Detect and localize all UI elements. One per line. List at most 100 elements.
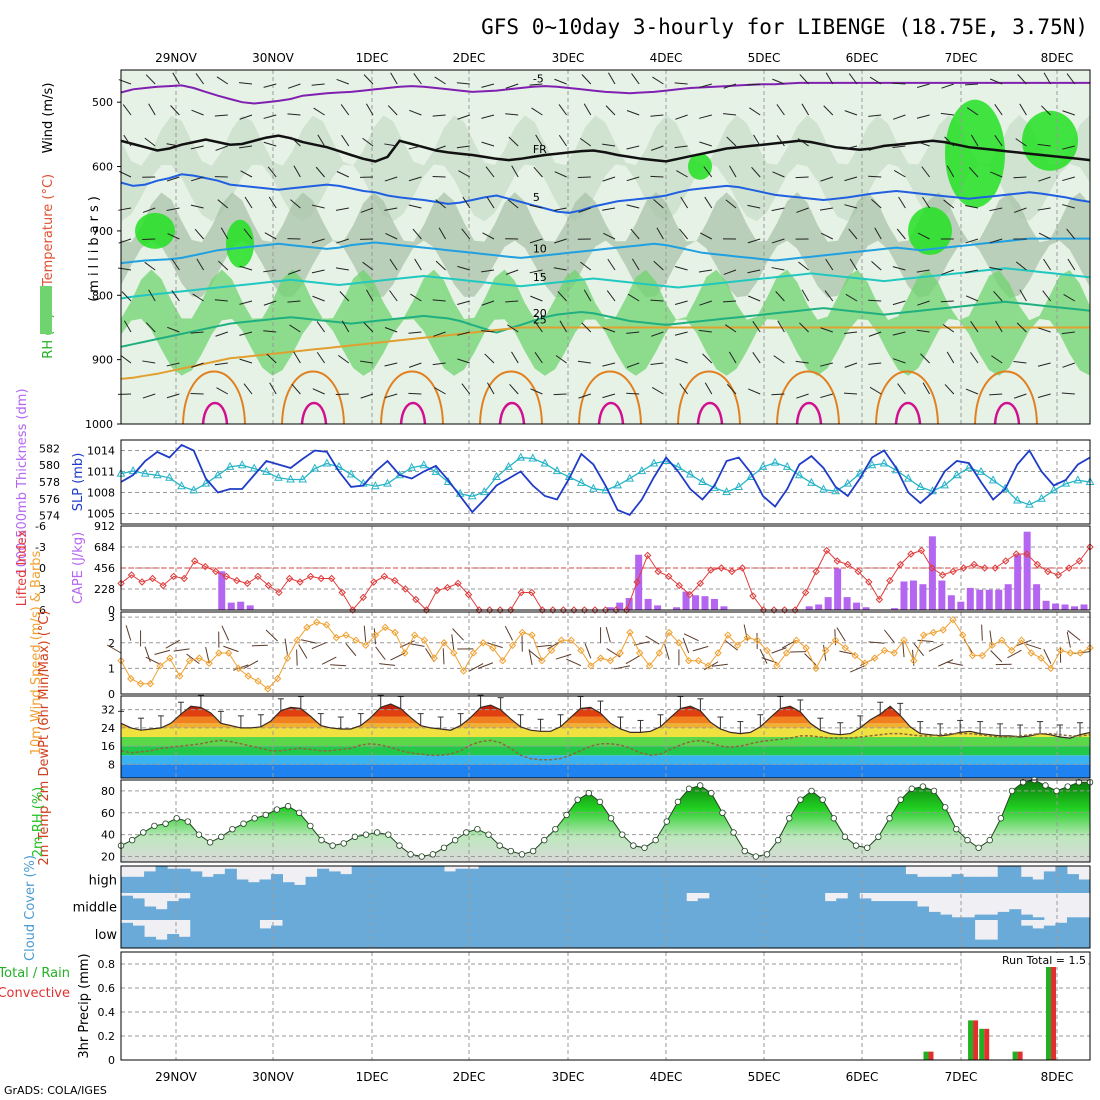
rh-point bbox=[630, 842, 637, 849]
lifted-index-point bbox=[528, 588, 536, 597]
wind-barb bbox=[630, 228, 640, 240]
cloud-cell bbox=[974, 914, 987, 920]
lifted-index-point bbox=[517, 588, 525, 597]
wind-barb bbox=[1062, 362, 1075, 368]
wind-barb bbox=[578, 393, 591, 399]
wind-barb bbox=[825, 258, 834, 271]
lifted-index-point bbox=[865, 578, 873, 586]
cloud-cell bbox=[178, 868, 191, 893]
lifted-index-point bbox=[412, 595, 420, 604]
wind-barb bbox=[700, 232, 713, 240]
wind-barb bbox=[451, 634, 455, 651]
cloud-cell bbox=[1066, 920, 1079, 948]
cloud-cell bbox=[547, 866, 560, 893]
temp-band bbox=[121, 709, 1090, 717]
wind-barb bbox=[554, 78, 567, 85]
wind-barb bbox=[408, 362, 422, 368]
lifted-index-point bbox=[201, 562, 209, 571]
cloud-cell bbox=[651, 866, 664, 893]
wind-barb bbox=[218, 260, 229, 271]
y-right-tick-label: 684 bbox=[94, 541, 115, 554]
lifted-index-point bbox=[391, 576, 399, 585]
cape-lifted-index-panel: 0 228 456 684 912 -6 -3 0 3 6 Lifted Index CAPE (J/… bbox=[15, 520, 1094, 617]
wind-barb bbox=[360, 360, 374, 364]
wind-speed-point bbox=[577, 646, 585, 655]
cloud-cell bbox=[963, 917, 976, 920]
wind-barb bbox=[989, 238, 1003, 244]
wind-barb bbox=[676, 170, 688, 178]
cloud-cell bbox=[755, 920, 768, 948]
wind-barb bbox=[390, 72, 398, 85]
wind-barb bbox=[844, 204, 858, 209]
wind-barb bbox=[337, 354, 350, 364]
wind-barb bbox=[965, 269, 979, 274]
rh-point bbox=[741, 847, 748, 855]
wind-barb bbox=[452, 628, 464, 641]
cloud-cell bbox=[974, 876, 987, 893]
cloud-cell bbox=[870, 920, 883, 948]
cloud-cell bbox=[513, 866, 526, 893]
wind-speed-point bbox=[890, 649, 898, 657]
wind-speed-point bbox=[136, 680, 145, 688]
wind-barb bbox=[558, 134, 568, 147]
wind-barb bbox=[650, 175, 664, 178]
cloud-cell bbox=[767, 866, 780, 893]
wind-barb bbox=[1037, 143, 1051, 147]
wind-barb bbox=[269, 382, 277, 395]
cloud-cell bbox=[836, 866, 849, 893]
wind-speed-point bbox=[205, 659, 213, 667]
cloud-cell bbox=[674, 866, 687, 893]
rh-point bbox=[463, 829, 470, 836]
lifted-index-point bbox=[717, 564, 726, 572]
wind-barb bbox=[487, 382, 495, 395]
wind-barb bbox=[824, 290, 834, 302]
cloud-cell bbox=[201, 876, 214, 893]
wind-barb bbox=[311, 641, 327, 650]
cloud-cell bbox=[905, 901, 918, 920]
y-tick-label: 0.4 bbox=[98, 1006, 116, 1019]
cloud-cell bbox=[882, 920, 895, 948]
thickness-point bbox=[1049, 485, 1058, 494]
cape-bar bbox=[237, 601, 245, 610]
thickness-point bbox=[1012, 495, 1022, 504]
wind-barb bbox=[461, 383, 471, 395]
wind-barb bbox=[675, 358, 688, 364]
cloud-cell bbox=[178, 936, 191, 948]
wind-barb bbox=[679, 383, 688, 395]
lifted-index-point bbox=[549, 606, 557, 614]
cloud-cell bbox=[674, 893, 687, 920]
cloud-cell bbox=[605, 893, 618, 920]
wind-barb bbox=[190, 145, 204, 150]
cloud-cell bbox=[617, 893, 630, 920]
wind-barb bbox=[938, 659, 954, 667]
cloud-cell bbox=[628, 866, 641, 893]
rh-point bbox=[685, 785, 693, 792]
wind-barb bbox=[196, 258, 205, 271]
cloud-cell bbox=[790, 920, 803, 948]
cloud-cell bbox=[1066, 874, 1079, 893]
wind-barb bbox=[408, 204, 422, 209]
cape-bar bbox=[1023, 531, 1031, 610]
wind-barb bbox=[555, 653, 572, 660]
y-tick-label: 3 bbox=[108, 611, 115, 624]
cloud-cell bbox=[1032, 928, 1045, 948]
wind-barb bbox=[991, 355, 1003, 364]
cloud-cell bbox=[916, 920, 929, 948]
wind-barb bbox=[820, 176, 833, 182]
wind-barb bbox=[726, 384, 737, 395]
wind-barb bbox=[656, 227, 664, 240]
wind-barb bbox=[801, 289, 810, 302]
wind-barb bbox=[408, 145, 422, 150]
cloud-cell bbox=[605, 920, 618, 948]
wind-barb bbox=[922, 382, 931, 395]
precip-total-bar bbox=[979, 1028, 985, 1060]
wind-barb bbox=[190, 204, 204, 209]
wind-barb bbox=[239, 145, 253, 149]
y-right-tick-label: 912 bbox=[94, 520, 115, 533]
wind-barb bbox=[171, 290, 180, 302]
rh-point bbox=[864, 844, 871, 851]
wind-barb bbox=[795, 176, 809, 179]
rh-point bbox=[362, 831, 370, 838]
rh-point bbox=[218, 833, 225, 841]
slp-line bbox=[120, 443, 1091, 516]
